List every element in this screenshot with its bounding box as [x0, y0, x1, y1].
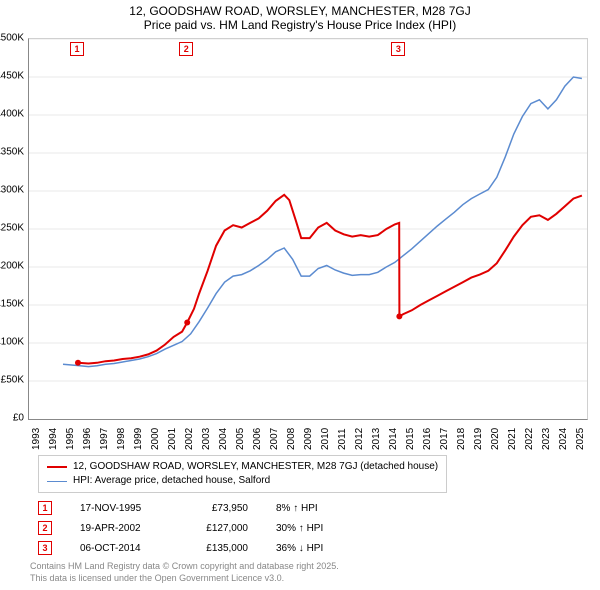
footer-line-1: Contains HM Land Registry data © Crown c… [30, 560, 339, 572]
x-axis-label: 2003 [201, 428, 212, 450]
legend: 12, GOODSHAW ROAD, WORSLEY, MANCHESTER, … [38, 455, 447, 493]
sales-price: £135,000 [188, 543, 248, 554]
footer: Contains HM Land Registry data © Crown c… [30, 560, 339, 584]
y-axis-label: £250K [0, 223, 24, 234]
x-axis-label: 2015 [405, 428, 416, 450]
x-axis-label: 2004 [218, 428, 229, 450]
y-axis-label: £50K [1, 375, 24, 386]
sales-table: 1 17-NOV-1995 £73,950 8% ↑ HPI 2 19-APR-… [38, 498, 356, 558]
sales-diff: 30% ↑ HPI [276, 523, 356, 534]
y-axis-label: £350K [0, 147, 24, 158]
legend-swatch-hpi [47, 481, 67, 482]
x-axis-label: 2013 [371, 428, 382, 450]
x-axis-label: 2007 [269, 428, 280, 450]
sales-row: 2 19-APR-2002 £127,000 30% ↑ HPI [38, 518, 356, 538]
x-axis-label: 1995 [65, 428, 76, 450]
y-axis-label: £500K [0, 33, 24, 44]
sales-marker-box: 2 [38, 521, 52, 535]
x-axis-label: 2022 [524, 428, 535, 450]
sale-marker: 2 [179, 42, 193, 56]
x-axis-label: 2010 [320, 428, 331, 450]
legend-label-hpi: HPI: Average price, detached house, Salf… [73, 474, 270, 488]
chart-svg [29, 39, 587, 419]
x-axis-label: 2018 [456, 428, 467, 450]
sale-marker: 3 [391, 42, 405, 56]
x-axis-label: 1998 [116, 428, 127, 450]
y-axis-label: £100K [0, 337, 24, 348]
y-axis-label: £450K [0, 71, 24, 82]
x-axis-label: 1994 [48, 428, 59, 450]
y-axis-label: £0 [13, 413, 24, 424]
x-axis-label: 2019 [473, 428, 484, 450]
x-axis-label: 2006 [252, 428, 263, 450]
x-axis-label: 1999 [133, 428, 144, 450]
x-axis-label: 2025 [575, 428, 586, 450]
legend-row-price: 12, GOODSHAW ROAD, WORSLEY, MANCHESTER, … [47, 460, 438, 474]
sales-date: 06-OCT-2014 [80, 543, 160, 554]
x-axis-label: 1996 [82, 428, 93, 450]
legend-row-hpi: HPI: Average price, detached house, Salf… [47, 474, 438, 488]
sales-marker-box: 3 [38, 541, 52, 555]
x-axis-label: 2012 [354, 428, 365, 450]
sales-price: £73,950 [188, 503, 248, 514]
x-axis-label: 2011 [337, 428, 348, 450]
x-axis-label: 2002 [184, 428, 195, 450]
y-axis-label: £300K [0, 185, 24, 196]
legend-swatch-price [47, 466, 67, 468]
sales-marker-box: 1 [38, 501, 52, 515]
sales-date: 19-APR-2002 [80, 523, 160, 534]
x-axis-label: 2024 [558, 428, 569, 450]
x-axis-label: 2020 [490, 428, 501, 450]
sales-price: £127,000 [188, 523, 248, 534]
y-axis-label: £200K [0, 261, 24, 272]
x-axis-label: 2014 [388, 428, 399, 450]
title-line-1: 12, GOODSHAW ROAD, WORSLEY, MANCHESTER, … [0, 0, 600, 18]
x-axis-label: 2009 [303, 428, 314, 450]
x-axis-label: 2001 [167, 428, 178, 450]
x-axis-label: 2008 [286, 428, 297, 450]
x-axis-label: 1997 [99, 428, 110, 450]
sales-row: 3 06-OCT-2014 £135,000 36% ↓ HPI [38, 538, 356, 558]
x-axis-label: 2021 [507, 428, 518, 450]
title-line-2: Price paid vs. HM Land Registry's House … [0, 18, 600, 32]
sales-diff: 8% ↑ HPI [276, 503, 356, 514]
x-axis-label: 2023 [541, 428, 552, 450]
legend-label-price: 12, GOODSHAW ROAD, WORSLEY, MANCHESTER, … [73, 460, 438, 474]
x-axis-label: 2016 [422, 428, 433, 450]
sales-date: 17-NOV-1995 [80, 503, 160, 514]
sale-marker: 1 [70, 42, 84, 56]
chart-area [28, 38, 588, 420]
footer-line-2: This data is licensed under the Open Gov… [30, 572, 339, 584]
x-axis-label: 2000 [150, 428, 161, 450]
x-axis-label: 2005 [235, 428, 246, 450]
x-axis-label: 2017 [439, 428, 450, 450]
y-axis-label: £400K [0, 109, 24, 120]
sales-diff: 36% ↓ HPI [276, 543, 356, 554]
x-axis-label: 1993 [31, 428, 42, 450]
y-axis-label: £150K [0, 299, 24, 310]
sales-row: 1 17-NOV-1995 £73,950 8% ↑ HPI [38, 498, 356, 518]
